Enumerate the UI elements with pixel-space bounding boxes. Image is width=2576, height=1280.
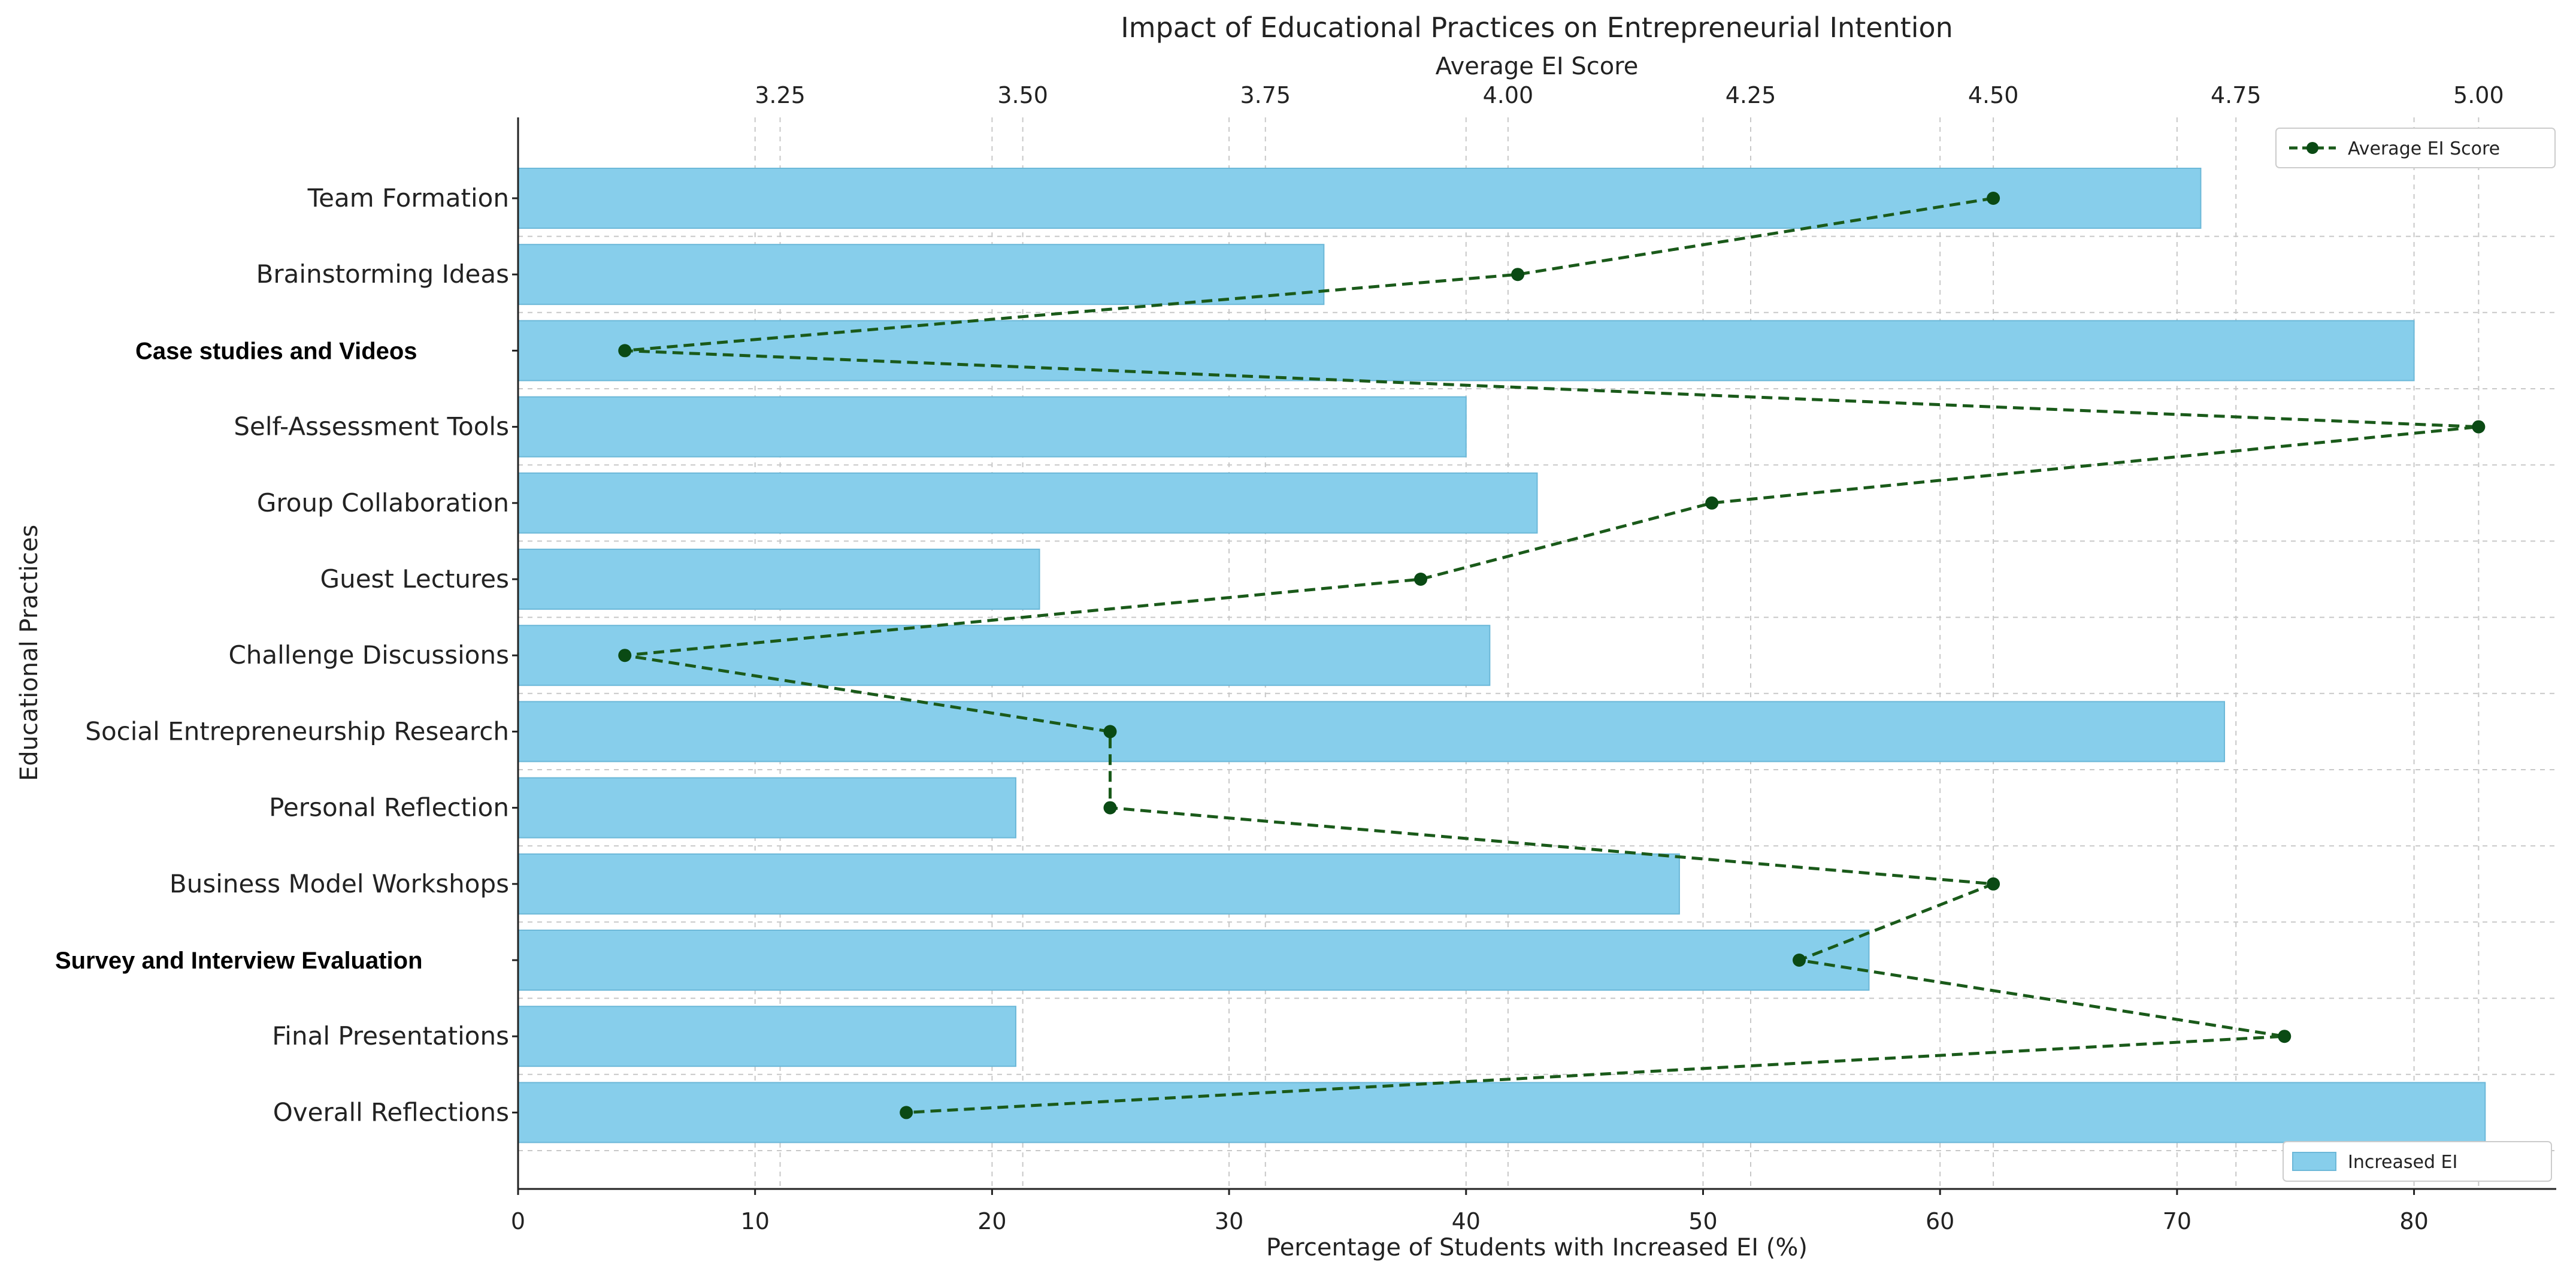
bar-0 bbox=[517, 168, 2202, 229]
category-label-11: Final Presentations bbox=[272, 1021, 509, 1051]
tick-labels: 0 10 20 30 40 50 60 70 80 3.25 3.50 3.75 4.00 4.25 4.5… bbox=[511, 82, 2504, 1234]
secondary-tick-label-3: 4.00 bbox=[1483, 82, 1534, 108]
ei-score-point-10 bbox=[1793, 954, 1806, 967]
category-label-3: Self-Assessment Tools bbox=[234, 412, 509, 441]
bar-3 bbox=[517, 396, 1467, 458]
category-label-0: Team Formation bbox=[307, 183, 509, 213]
axes bbox=[512, 117, 2556, 1195]
ei-score-point-7 bbox=[1103, 725, 1117, 739]
bar-6 bbox=[517, 625, 1491, 686]
x-axis-title: Percentage of Students with Increased EI… bbox=[1266, 1234, 1808, 1261]
x-tick-label-5: 50 bbox=[1688, 1208, 1717, 1234]
ei-score-point-5 bbox=[1414, 573, 1428, 586]
grid-lines bbox=[517, 117, 2556, 1189]
bar-10 bbox=[517, 930, 1870, 991]
secondary-tick-label-7: 5.00 bbox=[2453, 82, 2504, 108]
category-label-1: Brainstorming Ideas bbox=[256, 259, 509, 289]
category-label-5: Guest Lectures bbox=[320, 564, 509, 594]
secondary-tick-label-2: 3.75 bbox=[1240, 82, 1291, 108]
secondary-tick-label-5: 4.50 bbox=[1968, 82, 2019, 108]
bar-12 bbox=[517, 1082, 2486, 1143]
x-tick-label-6: 60 bbox=[1926, 1208, 1954, 1234]
category-label-2: Case studies and Videos bbox=[135, 338, 417, 364]
legend-label-increased-ei: Increased EI bbox=[2348, 1152, 2457, 1173]
category-label-8: Personal Reflection bbox=[269, 793, 509, 822]
x-tick-label-2: 20 bbox=[977, 1208, 1006, 1234]
bar-11 bbox=[517, 1006, 1016, 1067]
y-axis-title: Educational Practices bbox=[16, 525, 43, 781]
ei-score-line bbox=[618, 192, 2486, 1119]
x-tick-label-8: 80 bbox=[2399, 1208, 2428, 1234]
ei-score-point-12 bbox=[900, 1106, 913, 1119]
ei-score-point-1 bbox=[1511, 268, 1525, 282]
secondary-tick-label-1: 3.50 bbox=[997, 82, 1048, 108]
bar-7 bbox=[517, 701, 2226, 762]
ei-score-point-9 bbox=[1987, 877, 2000, 891]
ei-score-point-0 bbox=[1987, 192, 2000, 205]
ei-score-point-6 bbox=[618, 649, 632, 662]
secondary-tick-label-0: 3.25 bbox=[755, 82, 806, 108]
legend-label-ei-score: Average EI Score bbox=[2348, 138, 2500, 159]
category-label-10: Survey and Interview Evaluation bbox=[55, 948, 423, 974]
ei-score-point-3 bbox=[2472, 420, 2486, 434]
legend-increased-ei: Increased EI bbox=[2283, 1141, 2552, 1182]
chart-title: Impact of Educational Practices on Entre… bbox=[1121, 11, 1953, 44]
category-label-7: Social Entrepreneurship Research bbox=[85, 716, 509, 746]
x-tick-label-4: 40 bbox=[1452, 1208, 1481, 1234]
bar-1 bbox=[517, 244, 1325, 305]
secondary-x-axis-title: Average EI Score bbox=[1436, 53, 1639, 80]
ei-score-point-8 bbox=[1103, 801, 1117, 815]
x-tick-label-0: 0 bbox=[511, 1208, 525, 1234]
ei-score-point-4 bbox=[1705, 496, 1719, 510]
secondary-tick-label-4: 4.25 bbox=[1726, 82, 1776, 108]
bar-2 bbox=[517, 320, 2415, 382]
bars bbox=[517, 168, 2486, 1143]
secondary-tick-label-6: 4.75 bbox=[2211, 82, 2262, 108]
bar-5 bbox=[517, 549, 1040, 610]
category-label-4: Group Collaboration bbox=[257, 488, 509, 518]
x-tick-label-3: 30 bbox=[1215, 1208, 1243, 1234]
x-tick-label-7: 70 bbox=[2163, 1208, 2191, 1234]
ei-score-point-2 bbox=[618, 344, 632, 358]
category-label-6: Challenge Discussions bbox=[228, 640, 509, 670]
bar-8 bbox=[517, 777, 1016, 839]
x-tick-label-1: 10 bbox=[741, 1208, 770, 1234]
bar-4 bbox=[517, 472, 1538, 534]
legend-average-ei-score: Average EI Score bbox=[2275, 128, 2556, 168]
category-labels: Team Formation Brainstorming Ideas Case st… bbox=[55, 183, 509, 1127]
bar-9 bbox=[517, 853, 1680, 915]
category-label-9: Business Model Workshops bbox=[169, 869, 509, 898]
ei-score-point-11 bbox=[2278, 1030, 2292, 1043]
category-label-12: Overall Reflections bbox=[273, 1097, 509, 1127]
